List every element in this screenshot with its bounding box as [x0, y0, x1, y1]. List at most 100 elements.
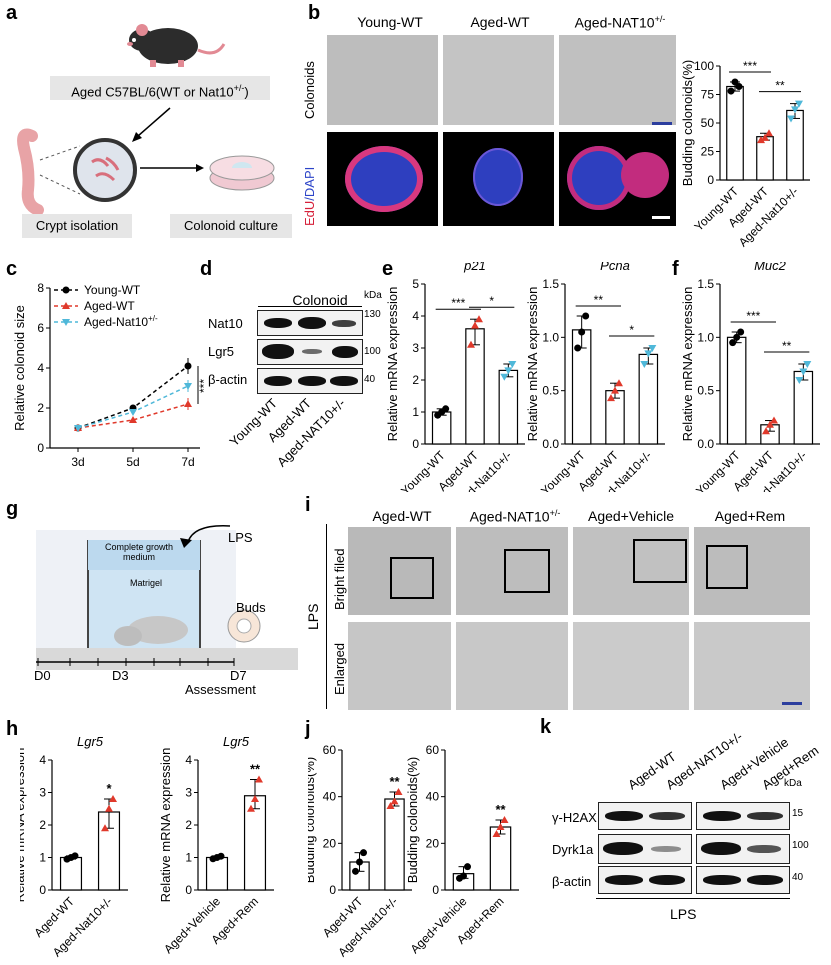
data-point	[394, 788, 403, 795]
i-col-nat10-sup: +/-	[549, 508, 561, 518]
data-point	[390, 797, 399, 805]
i-row-enlarged: Enlarged	[330, 625, 350, 705]
data-point	[757, 136, 765, 144]
bar	[726, 336, 747, 445]
sig-label: ***	[451, 296, 465, 310]
b-brightfield-young	[327, 35, 438, 125]
data-point	[184, 362, 192, 370]
g-d0: D0	[34, 668, 51, 683]
panel-label-d: d	[200, 258, 213, 280]
y-tick-label: 1	[185, 851, 192, 865]
b-brightfield-aged	[443, 35, 554, 125]
i-enlarged-rem	[694, 622, 810, 710]
data-point	[109, 795, 117, 802]
sig-label: **	[775, 79, 785, 93]
d-blot-actin	[257, 368, 363, 394]
d-blot-nat10	[257, 310, 363, 336]
data-point	[360, 849, 367, 857]
y-tick-label: 60	[323, 743, 337, 757]
i-side-lps-text: LPS	[305, 603, 321, 630]
data-point	[578, 328, 586, 336]
data-point	[727, 87, 735, 95]
x-tick-label: 5d	[126, 455, 139, 469]
y-tick-label: 1.5	[697, 277, 714, 291]
data-point	[247, 804, 255, 812]
b-col-nat10: Aged-NAT10+/-	[565, 14, 675, 31]
data-point	[492, 830, 501, 837]
data-point	[105, 804, 113, 812]
g-lps: LPS	[228, 530, 253, 545]
y-axis-label: Relative mRNA expression	[158, 748, 173, 903]
mouse-label-box: Aged C57BL/6(WT or Nat10+/-)	[50, 76, 270, 100]
panel-label-b: b	[308, 2, 321, 24]
y-axis-label: Relative colonoid size	[12, 305, 27, 431]
y-tick-label: 3	[412, 341, 419, 355]
y-axis-label: Relative mRNA expression	[680, 287, 695, 442]
i-col-nat10: Aged-NAT10+/-	[460, 508, 570, 525]
b-brightfield-nat10	[559, 35, 676, 125]
d-blot-lgr5	[257, 339, 363, 365]
k-footer-line	[596, 898, 790, 899]
k-label-actin: β-actin	[552, 874, 592, 889]
bar	[59, 856, 83, 891]
data-point	[770, 416, 778, 424]
bar	[243, 795, 267, 891]
y-axis-label: Budding colonoids(%)	[680, 60, 695, 186]
y-tick-label: 1.5	[542, 277, 559, 291]
data-point	[496, 823, 505, 830]
g-medium: Complete growth medium	[104, 542, 174, 562]
y-tick-label: 0	[185, 883, 192, 897]
i-row-bright: Bright filed	[330, 530, 350, 610]
i-bright-vehicle	[573, 527, 689, 615]
k-footer: LPS	[670, 906, 697, 922]
data-point	[607, 394, 615, 402]
mouse-illustration	[120, 14, 230, 70]
b-dapi-text: /DAPI	[302, 166, 317, 201]
k-kda: kDa	[784, 778, 802, 789]
data-point	[640, 361, 649, 368]
y-tick-label: 75	[701, 88, 715, 102]
chart-title: Lgr5	[223, 734, 250, 749]
data-point	[184, 400, 192, 407]
data-point	[464, 863, 471, 871]
x-tick-label: Aged+Vehicle	[161, 894, 223, 956]
d-header: Colonoid	[292, 292, 348, 308]
y-tick-label: 4	[37, 361, 44, 375]
k-label-dyrk1a: Dyrk1a	[552, 842, 594, 857]
data-point	[129, 416, 137, 423]
legend-label: Aged-Nat10+/-	[84, 314, 158, 329]
data-point	[761, 133, 769, 141]
y-tick-label: 2	[39, 818, 46, 832]
legend-label: Aged-WT	[84, 299, 135, 313]
y-tick-label: 2	[185, 818, 192, 832]
scale-bar	[652, 122, 672, 125]
bar	[205, 856, 229, 891]
d-label-actin: β-actin	[208, 372, 248, 387]
d-label-nat10: Nat10	[208, 316, 243, 331]
d-lane-labels: Young-WT Aged-WT Aged-NAT10+/-	[226, 395, 348, 469]
data-point	[574, 344, 582, 352]
k-lane-labels: Aged-WT Aged-NAT10+/- Aged+Vehicle Aged+…	[625, 729, 821, 793]
g-d7: D7	[230, 668, 247, 683]
mouse-label-end: )	[244, 84, 249, 100]
chart-title: p21	[463, 262, 486, 273]
culture-label-box: Colonoid culture	[170, 214, 292, 238]
data-point	[648, 345, 657, 352]
x-tick-label: 7d	[181, 455, 194, 469]
y-tick-label: 60	[426, 743, 440, 757]
scale-bar	[782, 702, 802, 705]
sig-label: *	[629, 323, 634, 337]
chart-title: Muc2	[754, 262, 787, 273]
legend-marker	[62, 286, 70, 294]
y-axis-label: Relative mRNA expression	[20, 748, 27, 903]
bar	[726, 85, 744, 181]
sig-label: **	[495, 802, 506, 817]
y-tick-label: 4	[412, 309, 419, 323]
y-tick-label: 0	[39, 883, 46, 897]
sig-label: ***	[197, 379, 210, 393]
i-bright-agedwt	[348, 527, 451, 615]
data-point	[504, 367, 513, 375]
